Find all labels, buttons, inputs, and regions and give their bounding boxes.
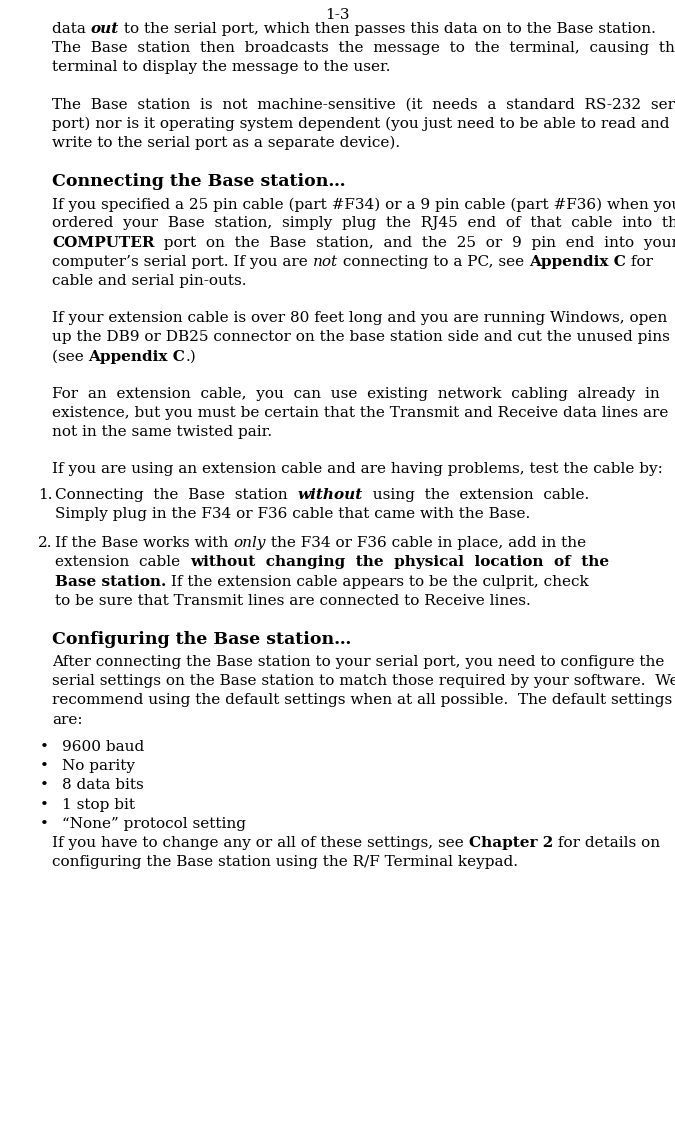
Text: to the serial port, which then passes this data on to the Base station.: to the serial port, which then passes th… <box>119 22 656 36</box>
Text: If you specified a 25 pin cable (part #F34) or a 9 pin cable (part #F36) when yo: If you specified a 25 pin cable (part #F… <box>52 197 675 212</box>
Text: cable and serial pin-outs.: cable and serial pin-outs. <box>52 274 246 288</box>
Text: COMPUTER: COMPUTER <box>52 236 155 250</box>
Text: If the Base works with: If the Base works with <box>55 536 234 551</box>
Text: •: • <box>40 779 49 792</box>
Text: 8 data bits: 8 data bits <box>62 779 144 792</box>
Text: port) nor is it operating system dependent (you just need to be able to read and: port) nor is it operating system depende… <box>52 116 670 131</box>
Text: 9600 baud: 9600 baud <box>62 740 144 754</box>
Text: Simply plug in the F34 or F36 cable that came with the Base.: Simply plug in the F34 or F36 cable that… <box>55 507 531 521</box>
Text: to be sure that Transmit lines are connected to Receive lines.: to be sure that Transmit lines are conne… <box>55 594 531 608</box>
Text: 2.: 2. <box>38 536 53 551</box>
Text: not: not <box>313 255 338 269</box>
Text: for: for <box>626 255 653 269</box>
Text: only: only <box>234 536 266 551</box>
Text: the F34 or F36 cable in place, add in the: the F34 or F36 cable in place, add in th… <box>266 536 586 551</box>
Text: For  an  extension  cable,  you  can  use  existing  network  cabling  already  : For an extension cable, you can use exis… <box>52 386 659 401</box>
Text: (see: (see <box>52 350 88 364</box>
Text: data: data <box>52 22 90 36</box>
Text: No parity: No parity <box>62 759 135 773</box>
Text: out: out <box>90 22 119 36</box>
Text: Configuring the Base station…: Configuring the Base station… <box>52 632 352 648</box>
Text: up the DB9 or DB25 connector on the base station side and cut the unused pins: up the DB9 or DB25 connector on the base… <box>52 331 670 344</box>
Text: Base station.: Base station. <box>55 575 166 588</box>
Text: After connecting the Base station to your serial port, you need to configure the: After connecting the Base station to you… <box>52 656 664 669</box>
Text: computer’s serial port. If you are: computer’s serial port. If you are <box>52 255 313 269</box>
Text: Chapter 2: Chapter 2 <box>468 836 553 850</box>
Text: If your extension cable is over 80 feet long and you are running Windows, open: If your extension cable is over 80 feet … <box>52 311 668 325</box>
Text: without  changing  the  physical  location  of  the: without changing the physical location o… <box>190 555 609 569</box>
Text: ordered  your  Base  station,  simply  plug  the  RJ45  end  of  that  cable  in: ordered your Base station, simply plug t… <box>52 217 675 230</box>
Text: If the extension cable appears to be the culprit, check: If the extension cable appears to be the… <box>166 575 589 588</box>
Text: •: • <box>40 816 49 831</box>
Text: •: • <box>40 740 49 754</box>
Text: write to the serial port as a separate device).: write to the serial port as a separate d… <box>52 136 400 150</box>
Text: terminal to display the message to the user.: terminal to display the message to the u… <box>52 60 391 74</box>
Text: connecting to a PC, see: connecting to a PC, see <box>338 255 529 269</box>
Text: recommend using the default settings when at all possible.  The default settings: recommend using the default settings whe… <box>52 693 672 708</box>
Text: •: • <box>40 759 49 773</box>
Text: 1.: 1. <box>38 488 53 502</box>
Text: 1 stop bit: 1 stop bit <box>62 798 135 812</box>
Text: If you are using an extension cable and are having problems, test the cable by:: If you are using an extension cable and … <box>52 463 663 477</box>
Text: for details on: for details on <box>553 836 660 850</box>
Text: extension  cable: extension cable <box>55 555 190 569</box>
Text: Connecting  the  Base  station: Connecting the Base station <box>55 488 298 502</box>
Text: 1-3: 1-3 <box>325 8 350 22</box>
Text: serial settings on the Base station to match those required by your software.  W: serial settings on the Base station to m… <box>52 674 675 689</box>
Text: “None” protocol setting: “None” protocol setting <box>62 816 246 831</box>
Text: If you have to change any or all of these settings, see: If you have to change any or all of thes… <box>52 836 468 850</box>
Text: •: • <box>40 798 49 812</box>
Text: The  Base  station  then  broadcasts  the  message  to  the  terminal,  causing : The Base station then broadcasts the mes… <box>52 41 675 55</box>
Text: not in the same twisted pair.: not in the same twisted pair. <box>52 425 272 439</box>
Text: configuring the Base station using the R/F Terminal keypad.: configuring the Base station using the R… <box>52 855 518 869</box>
Text: .): .) <box>186 350 196 364</box>
Text: Connecting the Base station…: Connecting the Base station… <box>52 173 346 190</box>
Text: Appendix C: Appendix C <box>529 255 626 269</box>
Text: existence, but you must be certain that the Transmit and Receive data lines are: existence, but you must be certain that … <box>52 406 668 420</box>
Text: are:: are: <box>52 712 82 726</box>
Text: using  the  extension  cable.: using the extension cable. <box>362 488 589 502</box>
Text: port  on  the  Base  station,  and  the  25  or  9  pin  end  into  your: port on the Base station, and the 25 or … <box>155 236 675 250</box>
Text: without: without <box>298 488 362 502</box>
Text: The  Base  station  is  not  machine-sensitive  (it  needs  a  standard  RS-232 : The Base station is not machine-sensitiv… <box>52 98 675 112</box>
Text: Appendix C: Appendix C <box>88 350 186 364</box>
